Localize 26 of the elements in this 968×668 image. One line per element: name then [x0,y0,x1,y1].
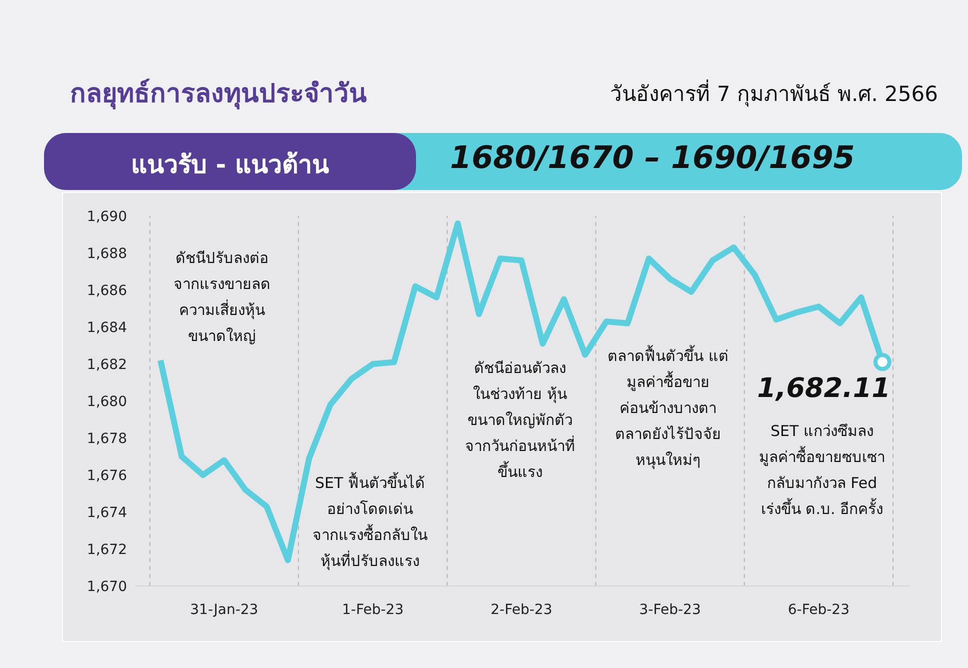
annotation: ตลาดฟื้นตัวขึ้น แต่ มูลค่าซื้อขาย ค่อนข้างบางตา ตลาดยังไร้ปัจจัย หนุนใหม่ๆ [606,344,730,472]
chart-subtitle: วันอังคารที่ 7 กุมภาพันธ์ พ.ศ. 2566 [610,78,938,109]
chart-title: กลยุทธ์การลงทุนประจำวัน [70,78,367,112]
y-tick-label: 1,688 [86,246,127,262]
y-tick-label: 1,670 [86,578,127,595]
x-tick-label: 1-Feb-23 [342,602,404,618]
y-tick-label: 1,682 [86,356,127,373]
annotation: ดัชนีอ่อนตัวลง ในช่วงท้าย หุ้น ขนาดใหญ่พักตัว จากวันก่อนหน้าที่ ขึ้นแรง [464,358,576,483]
y-tick-label: 1,676 [86,468,128,484]
y-tick-label: 1,672 [86,542,127,558]
annotation: SET ฟื้นตัวขึ้นได้ อย่างโดดเด่น จากแรงซื้อกลับใน หุ้นที่ปรับลงแรง [312,471,428,572]
text: แนวรับ - แนวต้าน [130,149,330,181]
x-tick-label: 2-Feb-23 [490,602,552,618]
data-label: 1,682.11 [757,372,890,404]
x-tick-label: 31-Jan-23 [190,602,258,618]
y-tick-label: 1,684 [86,320,128,336]
y-tick-label: 1,680 [86,394,127,410]
annotation: ดัชนีปรับลงต่อ จากแรงขายลด ความเสี่ยงหุ้น ขนาดใหญ่ [172,248,272,347]
x-tick-label: 3-Feb-23 [639,602,701,618]
y-tick-label: 1,678 [86,430,127,447]
annotation: SET แกว่งซึมลง มูลค่าซื้อขายซบเซา กลับมากังวล Fed เร่งขึ้น ด.บ. อีกครั้ง [758,421,886,520]
y-tick-label: 1,674 [86,504,128,521]
y-tick-label: 1,686 [86,282,128,299]
y-tick-label: 1,690 [86,208,127,225]
x-tick-label: 6-Feb-23 [788,602,850,618]
text: 1680/1670 – 1690/1695 [450,140,855,176]
